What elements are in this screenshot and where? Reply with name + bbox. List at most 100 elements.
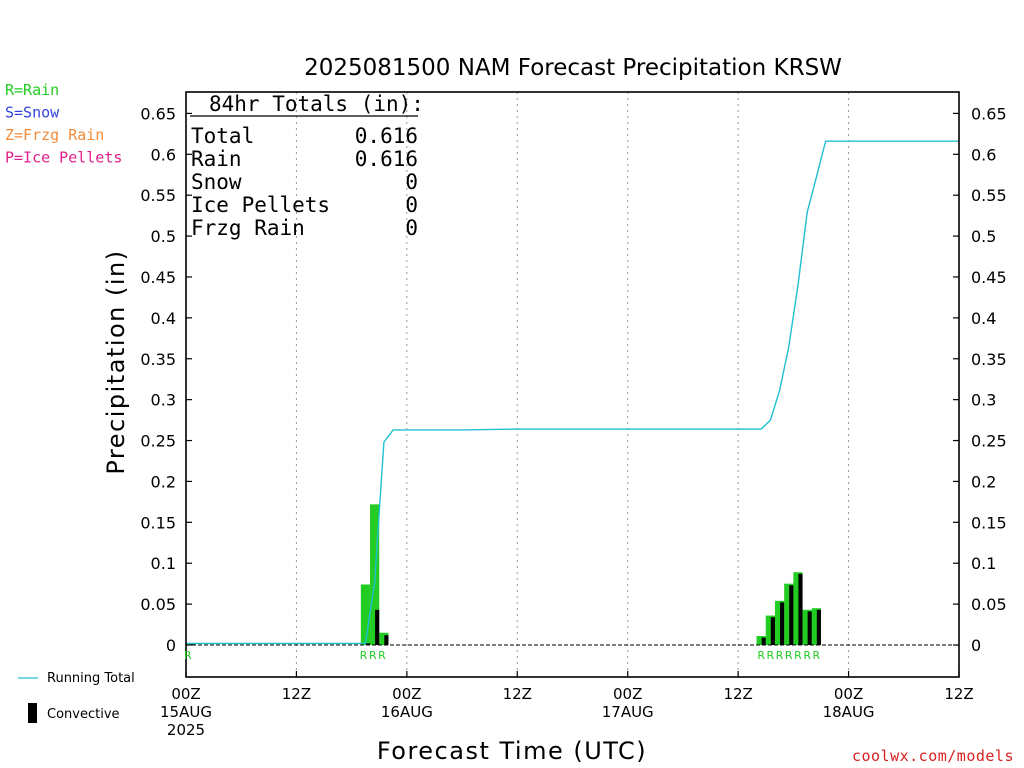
x-tick-label: 12Z	[282, 685, 311, 703]
axes: 0 00.05 0.050.1 0.10.15 0.150.2 0.20.25 0.250.…	[140, 91, 1007, 739]
legend-type-item: R=Rain	[5, 81, 59, 99]
y-tick-label-right: 0.05	[971, 595, 1007, 614]
precip-type-marker: R	[360, 649, 368, 662]
y-tick-label-left: 0.05	[140, 595, 176, 614]
chart-title: 2025081500 NAM Forecast Precipitation KR…	[304, 55, 842, 81]
y-tick-label-right: 0.35	[971, 350, 1007, 369]
x-tick-label: 00Z	[613, 685, 642, 703]
precip-type-legend: R=Rain S=Snow Z=Frzg Rain P=Ice Pellets	[5, 81, 122, 167]
convective-bar	[798, 573, 803, 645]
y-tick-label-left: 0.45	[140, 268, 176, 287]
convective-bars	[191, 573, 821, 645]
precip-bar	[811, 608, 821, 645]
precip-type-marker: R	[369, 649, 377, 662]
y-tick-label-left: 0.65	[140, 104, 176, 123]
y-tick-label-right: 0.6	[971, 145, 996, 164]
y-tick-label-left: 0.2	[151, 472, 176, 491]
precip-bars	[186, 504, 821, 645]
y-tick-label-left: 0.1	[151, 554, 176, 573]
precip-type-marker: R	[184, 649, 192, 662]
totals-row-value: 0	[405, 193, 418, 217]
x-tick-label: 15AUG	[160, 703, 212, 721]
convective-bar	[770, 617, 775, 645]
totals-row-value: 0	[405, 216, 418, 240]
y-tick-label-right: 0.45	[971, 268, 1007, 287]
precip-type-marker: R	[757, 649, 765, 662]
y-tick-label-right: 0.25	[971, 432, 1007, 451]
gridlines	[295, 92, 850, 677]
running-total-legend-label: Running Total	[47, 671, 135, 686]
x-tick-label: 18AUG	[823, 703, 875, 721]
totals-row-value: 0.616	[355, 147, 418, 171]
precip-bar	[774, 600, 785, 645]
y-tick-label-left: 0.3	[151, 391, 176, 410]
totals-row-label: Total	[191, 124, 254, 148]
convective-bar	[375, 609, 380, 645]
totals-row-label: Ice Pellets	[191, 193, 330, 217]
y-tick-label-right: 0.1	[971, 554, 996, 573]
precip-bar	[379, 632, 389, 645]
plot-frame	[185, 91, 960, 678]
y-tick-label-right: 0.5	[971, 227, 996, 246]
totals-box: 84hr Totals (in): Total 0.616 Rain 0.616 Sno…	[190, 92, 424, 240]
totals-row-label: Rain	[191, 147, 242, 171]
legend-type-item: Z=Frzg Rain	[5, 126, 104, 144]
precip-bar	[802, 609, 812, 645]
x-axis-label: Forecast Time (UTC)	[377, 737, 647, 765]
precip-type-marker: R	[776, 649, 784, 662]
precip-type-marker: R	[803, 649, 811, 662]
convective-legend-swatch	[28, 703, 37, 723]
precip-bar	[756, 636, 766, 645]
y-tick-label-left: 0.25	[140, 432, 176, 451]
convective-bar	[807, 611, 812, 645]
y-tick-label-right: 0.2	[971, 472, 996, 491]
y-tick-label-left: 0.55	[140, 186, 176, 205]
x-tick-label: 00Z	[171, 685, 200, 703]
convective-legend-label: Convective	[47, 707, 120, 722]
x-tick-label: 12Z	[723, 685, 752, 703]
footer-brand: coolwx.com/models	[852, 747, 1014, 765]
totals-row-label: Frzg Rain	[191, 216, 305, 240]
totals-row-value: 0	[405, 170, 418, 194]
precip-bar	[765, 615, 775, 645]
y-axis-label: Precipitation (in)	[102, 249, 130, 474]
convective-bar	[384, 635, 389, 645]
y-tick-label-right: 0	[971, 636, 981, 655]
x-tick-label: 00Z	[834, 685, 863, 703]
convective-bar	[789, 585, 794, 645]
totals-header: 84hr Totals (in):	[209, 92, 424, 116]
x-tick-label: 00Z	[392, 685, 421, 703]
precip-type-marker: R	[813, 649, 821, 662]
y-tick-label-right: 0.65	[971, 104, 1007, 123]
totals-row-label: Snow	[191, 170, 242, 194]
y-tick-label-right: 0.55	[971, 186, 1007, 205]
x-tick-label: 16AUG	[381, 703, 433, 721]
series-legend: Running Total Convective	[18, 671, 135, 723]
y-tick-label-left: 0	[166, 636, 176, 655]
convective-bar	[816, 609, 821, 645]
precip-type-marker: R	[767, 649, 775, 662]
y-tick-label-left: 0.5	[151, 227, 176, 246]
precip-bar	[360, 584, 371, 645]
x-tick-label: 12Z	[944, 685, 973, 703]
y-tick-label-left: 0.4	[151, 309, 176, 328]
precip-type-marker: R	[785, 649, 793, 662]
convective-bar	[365, 643, 371, 645]
precip-type-marker: R	[794, 649, 802, 662]
x-tick-label: 12Z	[503, 685, 532, 703]
x-tick-label: 2025	[167, 721, 205, 739]
precip-type-marker: R	[378, 649, 386, 662]
y-tick-label-left: 0.6	[151, 145, 176, 164]
y-tick-label-right: 0.15	[971, 513, 1007, 532]
y-tick-label-right: 0.4	[971, 309, 996, 328]
convective-bar	[780, 602, 785, 645]
precip-bar	[793, 572, 803, 645]
running-total-line	[186, 140, 959, 645]
y-tick-label-left: 0.35	[140, 350, 176, 369]
legend-type-item: S=Snow	[5, 104, 60, 122]
totals-row-value: 0.616	[355, 124, 418, 148]
y-tick-label-left: 0.15	[140, 513, 176, 532]
x-tick-label: 17AUG	[602, 703, 654, 721]
